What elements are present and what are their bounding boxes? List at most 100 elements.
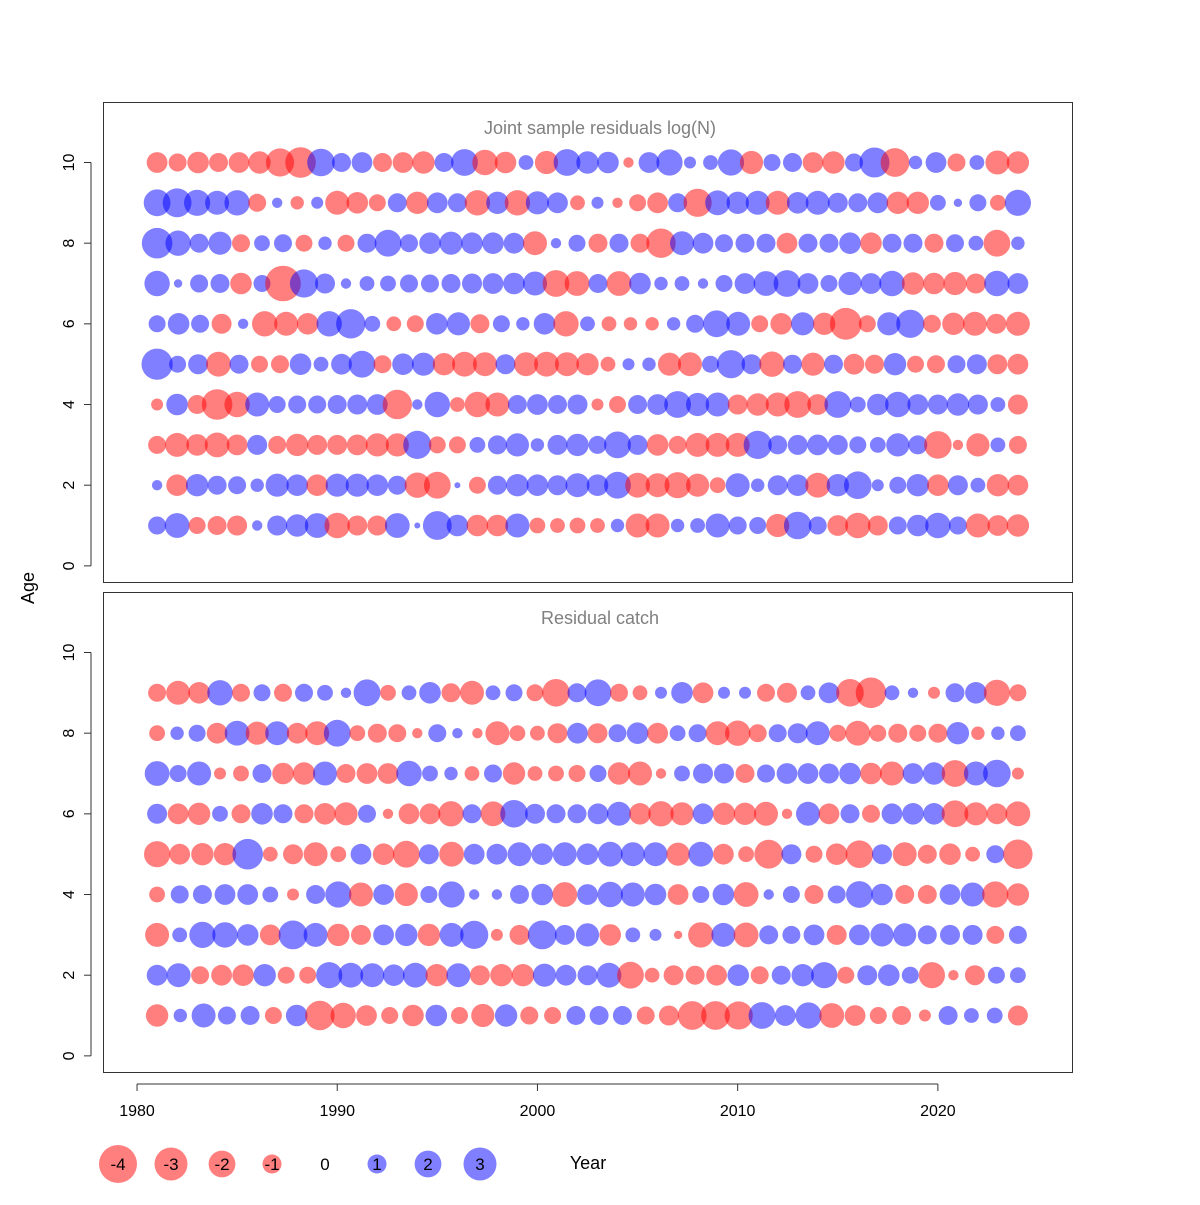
residual-bubble — [986, 803, 1008, 825]
residual-bubble — [575, 923, 600, 947]
residual-bubble — [173, 1008, 187, 1023]
residual-bubble — [169, 843, 191, 865]
residual-bubble — [485, 685, 501, 701]
residual-bubble — [382, 808, 394, 819]
residual-bubble — [712, 883, 735, 906]
residual-bubble — [245, 392, 270, 417]
residual-bubble — [773, 270, 801, 297]
residual-bubble — [706, 964, 727, 986]
residual-bubble — [889, 476, 907, 494]
residual-bubble — [460, 920, 489, 950]
residual-bubble — [564, 271, 590, 296]
residual-bubble — [525, 191, 550, 215]
residual-bubble — [206, 351, 231, 377]
residual-bubble — [432, 353, 456, 376]
y-tick-label: 6 — [61, 319, 78, 328]
residual-bubble — [525, 803, 545, 824]
residual-bubble — [366, 474, 389, 497]
residual-bubble — [622, 358, 635, 371]
residual-bubble — [357, 233, 377, 253]
residual-bubble — [305, 1000, 335, 1031]
residual-bubble — [396, 760, 422, 787]
residual-bubble — [327, 434, 348, 455]
residual-bubble — [939, 884, 961, 905]
residual-bubble — [487, 475, 507, 495]
residual-bubble — [795, 1002, 822, 1029]
residual-bubble — [928, 723, 948, 743]
residual-bubble — [201, 389, 233, 420]
residual-bubble — [534, 351, 559, 377]
legend: -4 -3 -2 -1 0 1 2 3 — [99, 1145, 497, 1183]
residual-bubble — [165, 432, 190, 457]
residual-bubble — [395, 923, 418, 947]
residual-bubble — [523, 231, 547, 256]
residual-bubble — [656, 149, 683, 176]
residual-bubble — [192, 885, 212, 904]
residual-bubble — [990, 397, 1006, 412]
residual-bubble — [948, 970, 959, 981]
residual-bubble — [166, 474, 188, 497]
residual-bubble — [670, 231, 694, 256]
residual-bubble — [669, 725, 686, 742]
residual-bubble — [991, 726, 1005, 740]
residual-bubble — [725, 720, 751, 746]
residual-bubble — [295, 234, 313, 252]
residual-bubble — [822, 151, 845, 174]
y-axis-title: Age — [18, 572, 38, 604]
residual-bubble — [757, 764, 775, 783]
residual-bubble — [373, 355, 392, 374]
residual-bubble — [566, 1006, 586, 1025]
residual-bubble — [686, 314, 705, 333]
residual-bubble — [840, 804, 860, 824]
residual-bubble — [636, 1006, 655, 1025]
residual-bubble — [965, 682, 987, 704]
residual-bubble — [253, 964, 276, 987]
residual-bubble — [766, 513, 790, 538]
residual-bubble — [786, 192, 809, 214]
residual-bubble — [470, 314, 490, 334]
residual-bubble — [471, 1003, 495, 1028]
residual-bubble — [172, 927, 188, 943]
residual-bubble — [388, 724, 407, 743]
residual-bubble — [568, 765, 586, 782]
residual-bubble — [296, 313, 319, 335]
residual-bubble — [285, 147, 316, 178]
residual-bubble — [770, 313, 792, 335]
residual-bubble — [547, 723, 568, 744]
residual-bubble — [645, 513, 670, 538]
residual-bubble — [629, 194, 647, 212]
residual-bubble — [441, 683, 461, 703]
residual-bubble — [530, 438, 545, 452]
residual-bubble — [727, 964, 749, 986]
residual-bubble — [347, 394, 368, 415]
panel-title: Joint sample residuals log(N) — [484, 118, 716, 138]
residual-bubble — [849, 924, 870, 946]
residual-bubble — [403, 430, 432, 459]
residual-bubble — [987, 354, 1008, 375]
residual-bubble — [984, 270, 1010, 297]
residual-bubble — [649, 928, 662, 941]
residual-bubble — [251, 803, 273, 825]
residual-bubble — [620, 842, 645, 867]
residual-bubble — [372, 843, 395, 865]
residual-bubble — [588, 435, 607, 454]
residual-bubble — [798, 233, 818, 253]
legend-label: -2 — [214, 1155, 229, 1174]
residual-bubble — [406, 191, 429, 214]
residual-bubble — [494, 151, 517, 174]
residual-bubble — [229, 354, 249, 374]
residual-bubble — [232, 838, 263, 870]
residual-bubble — [349, 882, 373, 907]
residual-bubble — [417, 923, 441, 947]
residual-bubble — [725, 432, 750, 457]
residual-bubble — [849, 396, 866, 413]
residual-bubble — [941, 800, 969, 828]
residual-bubble — [286, 474, 309, 497]
residual-bubble — [336, 764, 356, 783]
residual-bubble — [597, 881, 623, 908]
residual-bubble — [446, 514, 469, 537]
residual-bubble — [451, 1007, 468, 1024]
residual-bubble — [644, 967, 660, 983]
residual-bubble — [469, 889, 480, 900]
residual-bubble — [759, 351, 785, 377]
